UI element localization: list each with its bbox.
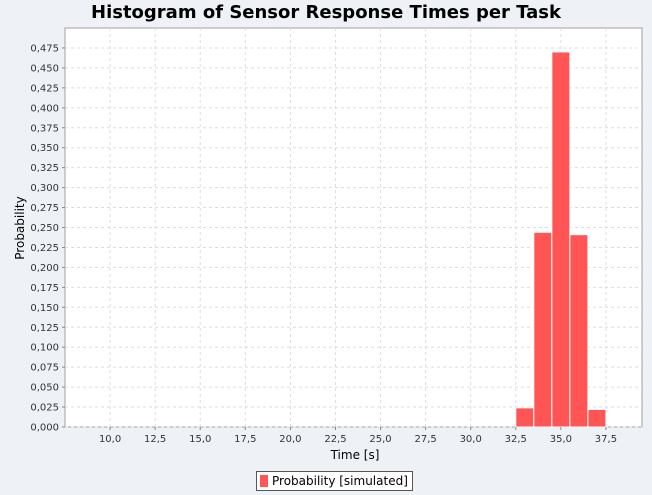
y-tick-label: 0,300 [30,183,59,194]
legend-swatch [260,475,268,487]
x-tick-label: 27,5 [414,434,436,445]
y-tick-label: 0,400 [30,103,59,114]
chart-title: Histogram of Sensor Response Times per T… [91,2,561,23]
x-tick-label: 32,5 [505,434,527,445]
x-tick-label: 22,5 [324,434,346,445]
x-tick-label: 25,0 [369,434,391,445]
y-tick-label: 0,125 [30,323,59,334]
x-tick-label: 17,5 [234,434,256,445]
y-tick-label: 0,225 [30,243,59,254]
y-tick-label: 0,050 [30,383,59,394]
x-tick-label: 35,0 [550,434,572,445]
y-tick-label: 0,275 [30,203,59,214]
y-tick-label: 0,175 [30,283,59,294]
x-axis-label: Time [s] [330,448,380,462]
x-tick-label: 30,0 [460,434,482,445]
y-tick-label: 0,100 [30,343,59,354]
x-tick-label: 12,5 [144,434,166,445]
x-axis-ticks: 10,0 12,5 15,0 17,5 20,0 22,5 25,0 27,5 30,0 32,5… [99,427,617,445]
y-axis-label: Probability [13,196,27,259]
y-tick-label: 0,200 [30,263,59,274]
y-tick-label: 0,025 [30,403,59,414]
histogram-bar [515,407,535,428]
legend: Probability [simulated] [256,471,413,491]
x-tick-label: 15,0 [189,434,211,445]
y-tick-label: 0,250 [30,223,59,234]
y-tick-label: 0,450 [30,63,59,74]
histogram-bar [587,408,607,428]
histogram-chart: 10,0 12,5 15,0 17,5 20,0 22,5 25,0 27,5 30,0 32,5… [13,27,643,462]
y-tick-label: 0,150 [30,303,59,314]
y-tick-label: 0,425 [30,83,59,94]
histogram-bar [533,231,553,428]
histogram-bar [569,234,589,428]
histogram-bar [551,51,571,428]
y-tick-label: 0,375 [30,123,59,134]
y-axis-ticks: 0,000 0,025 0,050 0,075 0,100 0,125 0,150 0,175… [30,43,65,434]
y-tick-label: 0,325 [30,163,59,174]
x-tick-label: 10,0 [99,434,121,445]
legend-label: Probability [simulated] [272,474,408,488]
x-tick-label: 37,5 [595,434,617,445]
y-tick-label: 0,475 [30,43,59,54]
x-tick-label: 20,0 [279,434,301,445]
y-tick-label: 0,000 [30,423,59,434]
y-tick-label: 0,075 [30,363,59,374]
y-tick-label: 0,350 [30,143,59,154]
